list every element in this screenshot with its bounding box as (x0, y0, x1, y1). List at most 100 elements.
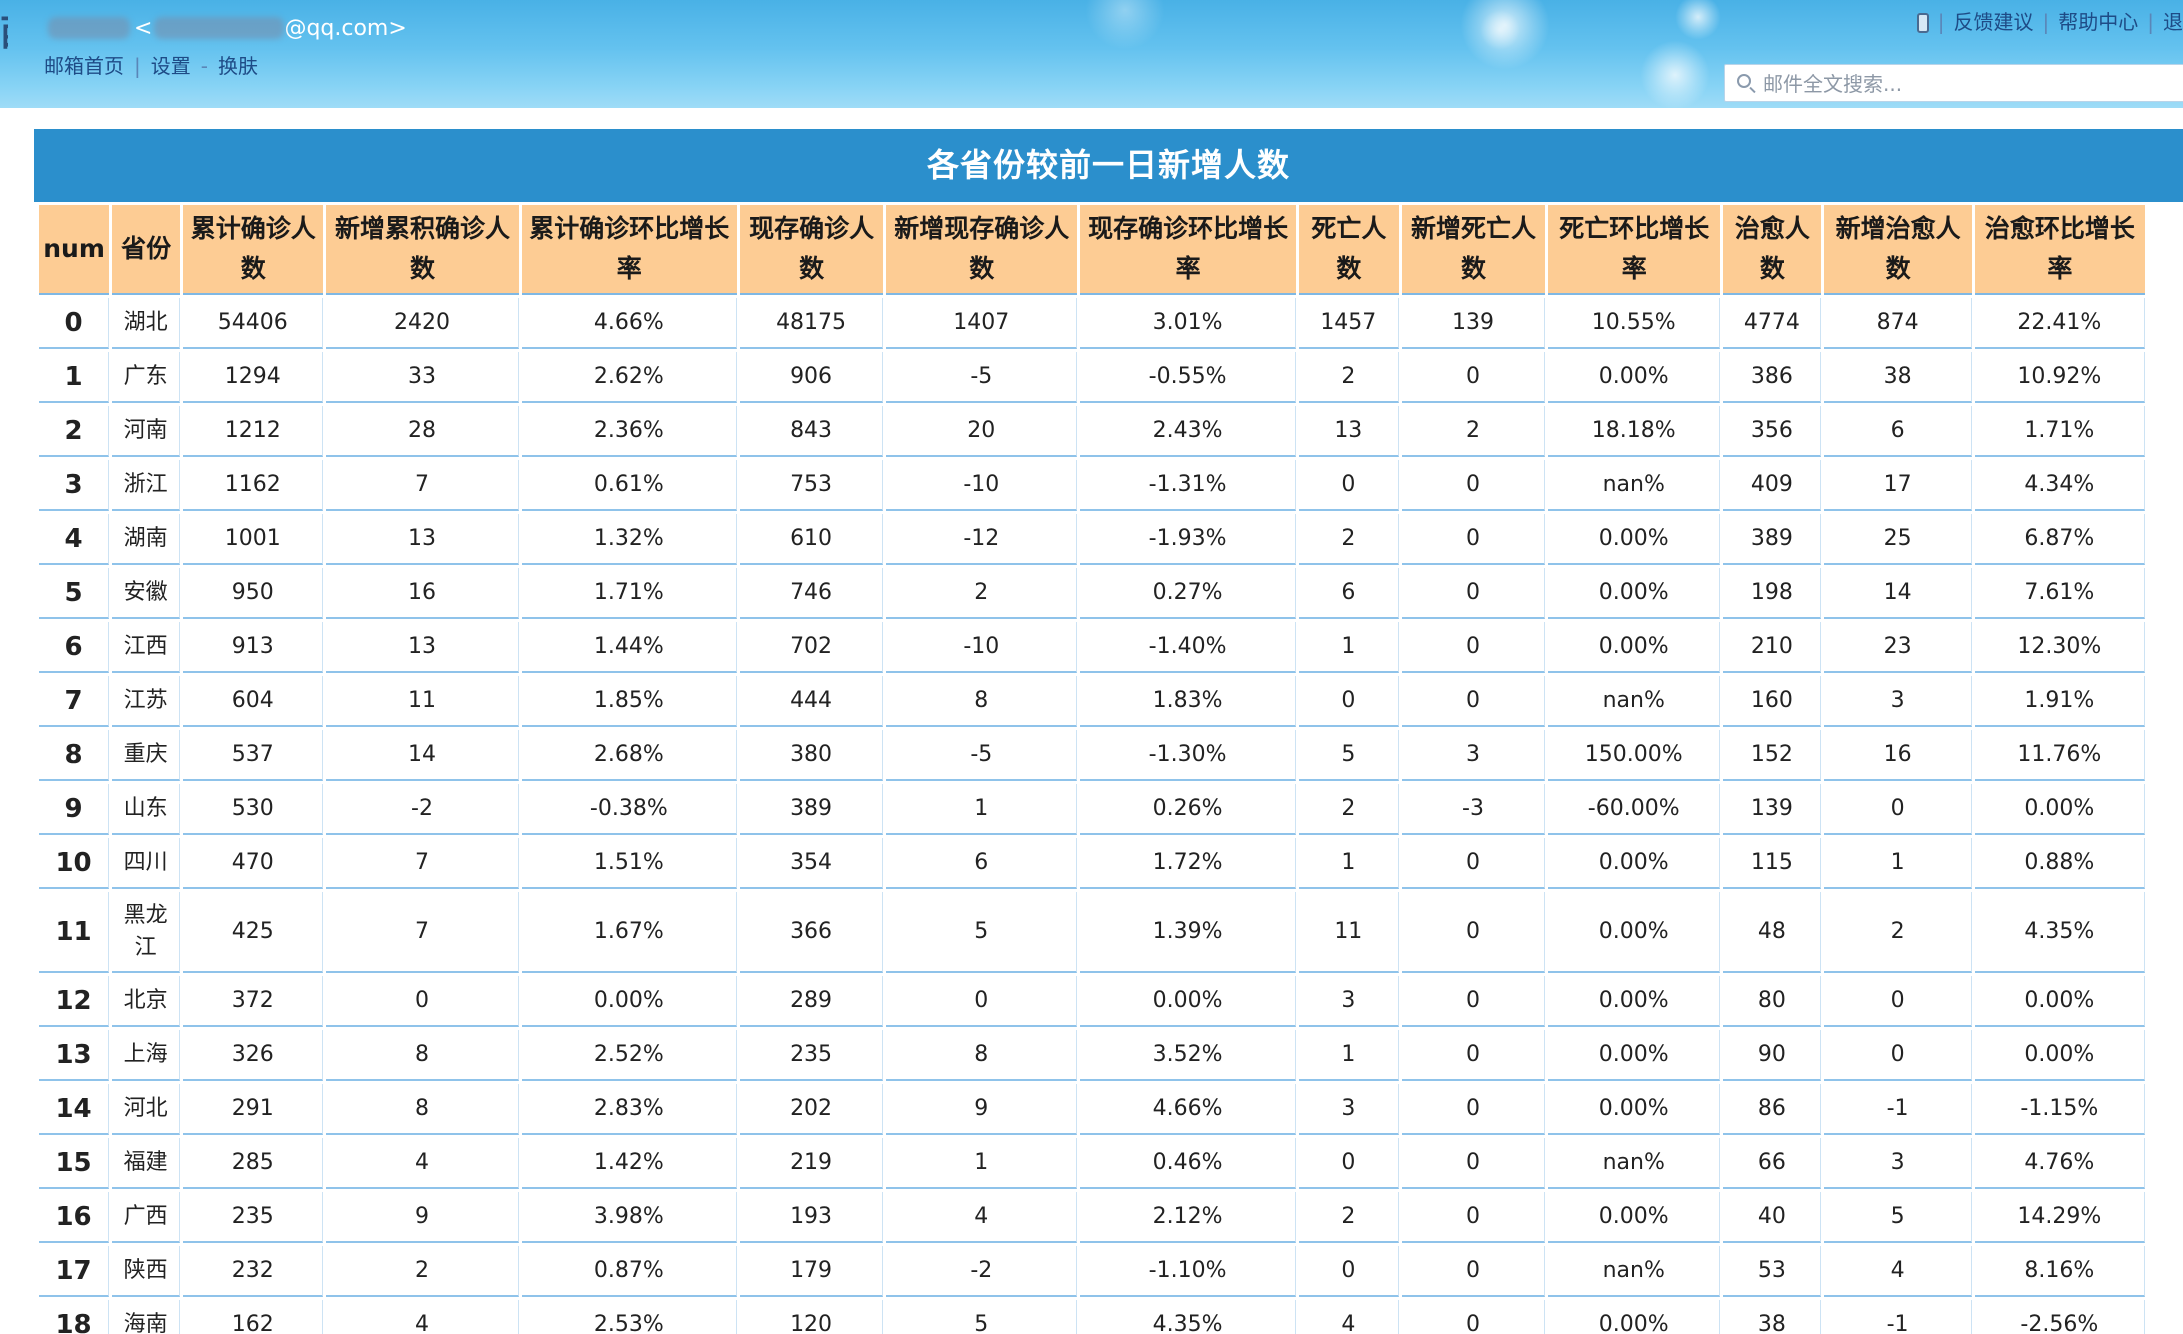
cell-deaths: 2 (1298, 1192, 1399, 1243)
help-center-link[interactable]: 帮助中心 (2058, 10, 2139, 34)
cell-confirmed-growth: 2.68% (521, 730, 737, 781)
cell-death-growth: nan% (1548, 676, 1721, 727)
nav-separator: | (1937, 10, 1945, 34)
cell-new-confirmed: 8 (326, 1030, 519, 1081)
col-header-new-current: 新增现存确诊人数 (886, 205, 1078, 295)
cell-cured: 389 (1723, 514, 1822, 565)
cell-deaths: 13 (1298, 406, 1399, 457)
cell-new-confirmed: 0 (326, 976, 519, 1027)
cell-current-growth: -1.40% (1080, 622, 1296, 673)
cell-new-deaths: 0 (1401, 1138, 1546, 1189)
cell-new-cured: 0 (1824, 784, 1972, 835)
cell-province: 陕西 (112, 1246, 181, 1297)
cell-province: 山东 (112, 784, 181, 835)
search-icon[interactable] (1737, 74, 1751, 88)
cell-total-confirmed: 1162 (183, 460, 324, 511)
cell-new-deaths: 2 (1401, 406, 1546, 457)
col-header-confirmed-growth: 累计确诊环比增长率 (521, 205, 737, 295)
cell-confirmed-growth: 2.62% (521, 352, 737, 403)
table-row: 6 江西 913 13 1.44% 702 -10 -1.40% 1 0 0.00% 210 23 12.… (39, 622, 2145, 673)
cell-total-confirmed: 372 (183, 976, 324, 1027)
cell-cured-growth: 0.00% (1974, 1030, 2145, 1081)
cell-confirmed-growth: 1.44% (521, 622, 737, 673)
cell-cured: 48 (1723, 892, 1822, 973)
decor-bubble (1640, 40, 1710, 108)
cell-new-cured: 6 (1824, 406, 1972, 457)
cell-new-deaths: 0 (1401, 514, 1546, 565)
change-skin-link[interactable]: 换肤 (217, 54, 258, 78)
cell-new-current: -10 (886, 622, 1078, 673)
cell-num: 10 (39, 838, 110, 889)
table-row: 9 山东 530 -2 -0.38% 389 1 0.26% 2 -3 -60.00% 139 0 0.0… (39, 784, 2145, 835)
settings-link[interactable]: 设置 (150, 54, 191, 78)
cell-num: 14 (39, 1084, 110, 1135)
mail-search-input[interactable] (1761, 69, 2183, 99)
cell-current-confirmed: 219 (739, 1138, 884, 1189)
cell-new-current: 6 (886, 838, 1078, 889)
cell-cured-growth: 0.00% (1974, 784, 2145, 835)
cell-cured: 160 (1723, 676, 1822, 727)
cell-num: 18 (39, 1300, 110, 1334)
col-header-death-growth: 死亡环比增长率 (1548, 205, 1721, 295)
cell-cured: 38 (1723, 1300, 1822, 1334)
cell-death-growth: 150.00% (1548, 730, 1721, 781)
col-header-current-confirmed: 现存确诊人数 (739, 205, 884, 295)
feedback-link[interactable]: 反馈建议 (1953, 10, 2034, 34)
cell-deaths: 1 (1298, 838, 1399, 889)
table-title: 各省份较前一日新增人数 (34, 129, 2183, 202)
cell-current-confirmed: 354 (739, 838, 884, 889)
cell-current-confirmed: 843 (739, 406, 884, 457)
cell-province: 北京 (112, 976, 181, 1027)
cell-death-growth: 0.00% (1548, 1192, 1721, 1243)
cell-new-cured: 874 (1824, 298, 1972, 349)
email-open-bracket: < (134, 16, 153, 41)
cell-new-cured: 5 (1824, 1192, 1972, 1243)
cell-current-confirmed: 193 (739, 1192, 884, 1243)
cell-num: 17 (39, 1246, 110, 1297)
cell-new-current: 8 (886, 1030, 1078, 1081)
table-row: 5 安徽 950 16 1.71% 746 2 0.27% 6 0 0.00% 198 14 7.61% (39, 568, 2145, 619)
cell-confirmed-growth: 3.98% (521, 1192, 737, 1243)
cell-new-current: -5 (886, 730, 1078, 781)
table-row: 15 福建 285 4 1.42% 219 1 0.46% 0 0 nan% 66 3 4.76% (39, 1138, 2145, 1189)
cell-cured: 386 (1723, 352, 1822, 403)
col-header-new-cured: 新增治愈人数 (1824, 205, 1972, 295)
cell-cured: 80 (1723, 976, 1822, 1027)
cell-total-confirmed: 470 (183, 838, 324, 889)
cell-death-growth: nan% (1548, 460, 1721, 511)
col-header-new-deaths: 新增死亡人数 (1401, 205, 1546, 295)
cell-cured: 139 (1723, 784, 1822, 835)
cell-total-confirmed: 326 (183, 1030, 324, 1081)
cell-new-cured: 38 (1824, 352, 1972, 403)
cell-new-deaths: 0 (1401, 1246, 1546, 1297)
province-stats-table: num 省份 累计确诊人数 新增累积确诊人数 累计确诊环比增长率 现存确诊人数 … (36, 202, 2148, 1334)
cell-new-confirmed: 16 (326, 568, 519, 619)
cell-new-cured: 0 (1824, 976, 1972, 1027)
cell-new-confirmed: 13 (326, 622, 519, 673)
cell-confirmed-growth: 1.71% (521, 568, 737, 619)
logout-link[interactable]: 退 (2163, 10, 2183, 34)
cell-confirmed-growth: 0.87% (521, 1246, 737, 1297)
cell-cured: 210 (1723, 622, 1822, 673)
cell-current-growth: -1.30% (1080, 730, 1296, 781)
cell-new-cured: 25 (1824, 514, 1972, 565)
cell-current-growth: 0.00% (1080, 976, 1296, 1027)
cell-total-confirmed: 530 (183, 784, 324, 835)
mailbox-home-link[interactable]: 邮箱首页 (44, 54, 124, 78)
decor-bubble (1675, 0, 1721, 40)
cell-new-confirmed: 8 (326, 1084, 519, 1135)
cell-confirmed-growth: 0.00% (521, 976, 737, 1027)
cell-cured-growth: 6.87% (1974, 514, 2145, 565)
cell-current-confirmed: 746 (739, 568, 884, 619)
top-right-links: | 反馈建议 | 帮助中心 | 退 (1916, 6, 2183, 35)
cell-current-confirmed: 235 (739, 1030, 884, 1081)
cell-new-cured: 3 (1824, 676, 1972, 727)
cell-total-confirmed: 235 (183, 1192, 324, 1243)
cell-province: 河北 (112, 1084, 181, 1135)
phone-icon[interactable] (1916, 13, 1929, 33)
cell-total-confirmed: 54406 (183, 298, 324, 349)
cell-province: 四川 (112, 838, 181, 889)
table-row: 17 陕西 232 2 0.87% 179 -2 -1.10% 0 0 nan% 53 4 8.16% (39, 1246, 2145, 1297)
cell-cured-growth: 1.91% (1974, 676, 2145, 727)
cell-num: 2 (39, 406, 110, 457)
